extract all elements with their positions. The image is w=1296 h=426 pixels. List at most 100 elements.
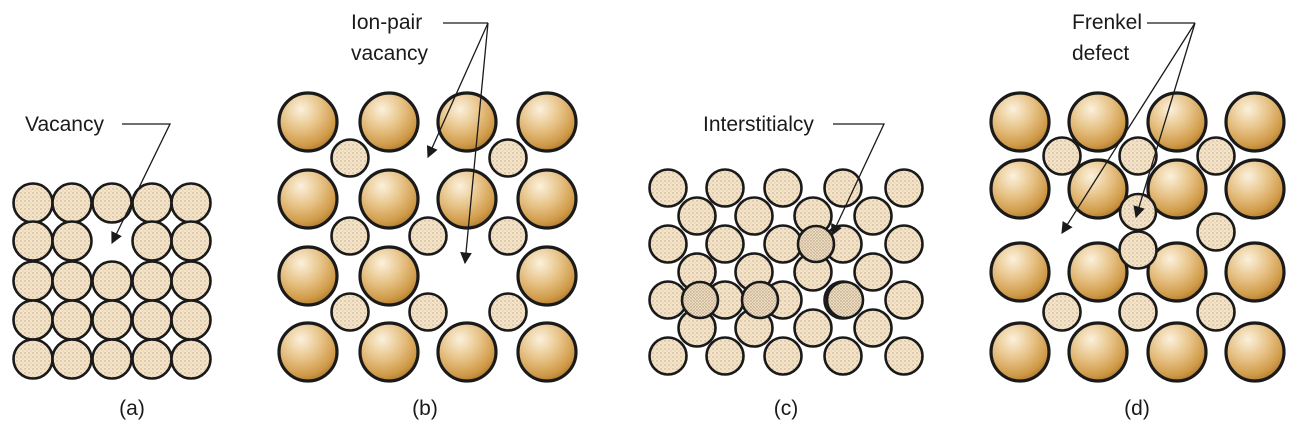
atom — [170, 220, 212, 262]
atom — [51, 260, 93, 302]
cation — [1224, 158, 1286, 220]
atom — [51, 182, 93, 224]
anion — [1118, 230, 1158, 270]
anion — [408, 292, 448, 332]
atom — [91, 182, 133, 224]
atom — [131, 220, 173, 262]
atom — [705, 224, 745, 264]
ion-pair-arrow-1 — [426, 22, 489, 159]
atom — [12, 299, 54, 341]
panel-b: Ion-pair vacancy (b) — [277, 11, 578, 420]
interstitialcy-arrow — [831, 123, 886, 237]
cation — [436, 321, 498, 383]
atom — [734, 196, 774, 236]
anion — [488, 138, 528, 178]
cation — [1067, 91, 1129, 153]
atom — [51, 220, 93, 262]
cation — [989, 321, 1051, 383]
anion — [1196, 136, 1236, 176]
atom — [131, 338, 173, 380]
atom — [12, 338, 54, 380]
anion — [1042, 292, 1082, 332]
anion — [488, 292, 528, 332]
frenkel-label-line1: Frenkel — [1072, 11, 1142, 34]
atom — [853, 252, 893, 292]
interstitial-atom — [796, 224, 836, 264]
caption-b: (b) — [412, 397, 438, 420]
atom — [763, 224, 803, 264]
cation — [277, 91, 339, 153]
atom — [884, 224, 924, 264]
panel-d-lattice — [989, 91, 1286, 383]
vacancy-arrow — [111, 123, 172, 245]
cation — [989, 241, 1051, 303]
atom — [705, 336, 745, 376]
atom — [763, 336, 803, 376]
caption-c: (c) — [774, 397, 799, 420]
caption-a: (a) — [119, 397, 145, 420]
atom — [51, 338, 93, 380]
cation — [358, 321, 420, 383]
cation — [1146, 241, 1208, 303]
cation — [436, 168, 498, 230]
atom — [131, 299, 173, 341]
atom — [677, 196, 717, 236]
cation — [1146, 158, 1208, 220]
cation — [1146, 91, 1208, 153]
atom — [705, 168, 745, 208]
atom — [853, 308, 893, 348]
atom — [648, 224, 688, 264]
atom — [648, 168, 688, 208]
cation — [358, 91, 420, 153]
atom — [170, 260, 212, 302]
interstitialcy-label: Interstitialcy — [703, 113, 814, 136]
anion — [1196, 292, 1236, 332]
cation — [1146, 321, 1208, 383]
panel-a: Vacancy (a) — [12, 113, 212, 420]
cation — [516, 91, 578, 153]
cation — [516, 168, 578, 230]
anion — [330, 216, 370, 256]
atom — [91, 260, 133, 302]
cation — [516, 321, 578, 383]
panel-a-lattice — [12, 182, 212, 380]
cation — [277, 245, 339, 307]
interstitial-atom — [825, 280, 865, 320]
cation — [1224, 241, 1286, 303]
frenkel-arrow-2 — [1133, 22, 1196, 219]
panel-c: Interstitialcy (c) — [648, 113, 924, 420]
panel-c-lattice — [648, 168, 924, 376]
anion — [330, 292, 370, 332]
cation — [1067, 321, 1129, 383]
atom — [12, 182, 54, 224]
cation — [358, 168, 420, 230]
atom — [884, 280, 924, 320]
panel-d: Frenkel defect (d) — [989, 11, 1286, 420]
cation — [1224, 321, 1286, 383]
atom — [170, 182, 212, 224]
ion-pair-arrow-2 — [460, 22, 489, 265]
ion-pair-label-line1: Ion-pair — [351, 11, 422, 34]
cation — [1067, 241, 1129, 303]
interstitial-atom — [680, 280, 720, 320]
atom — [823, 336, 863, 376]
atom — [648, 336, 688, 376]
cation — [277, 321, 339, 383]
atom — [131, 260, 173, 302]
anion — [330, 138, 370, 178]
frenkel-label-line2: defect — [1072, 42, 1129, 65]
anion — [1196, 212, 1236, 252]
atom — [823, 168, 863, 208]
atom — [170, 299, 212, 341]
atom — [91, 338, 133, 380]
cation — [436, 91, 498, 153]
panel-b-lattice — [277, 91, 578, 383]
ion-pair-label-line2: vacancy — [351, 42, 429, 65]
anion — [1118, 136, 1158, 176]
cation — [989, 91, 1051, 153]
cation — [516, 245, 578, 307]
caption-d: (d) — [1124, 397, 1150, 420]
atom — [884, 168, 924, 208]
anion — [1118, 292, 1158, 332]
